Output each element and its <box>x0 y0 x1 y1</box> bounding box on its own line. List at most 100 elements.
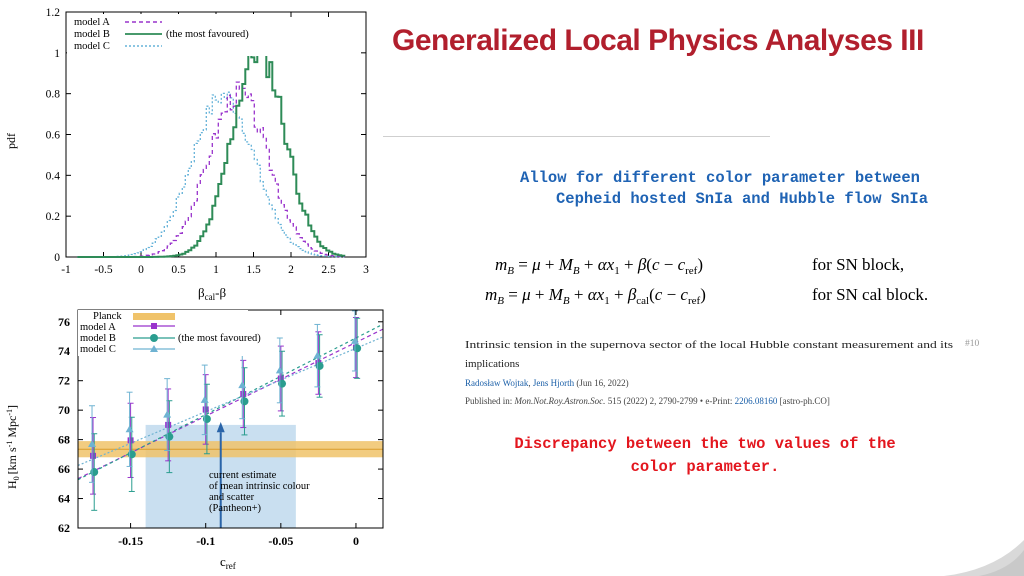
top-x-tick-label: 1.5 <box>246 264 261 276</box>
paper-date: (Jun 16, 2022) <box>576 378 628 388</box>
equation-sn-block: mB = μ + MB + αx1 + β(c − cref) <box>495 255 703 277</box>
allow-line-2: Cepheid hosted SnIa and Hubble flow SnIa <box>555 190 929 208</box>
data-point-model-c <box>200 395 209 403</box>
data-point-model-a <box>277 375 284 382</box>
equations: mB = μ + MB + αx1 + β(c − cref) for SN b… <box>485 255 928 307</box>
equation-sn-cal-block: mB = μ + MB + αx1 + βcal(c − cref) <box>485 285 706 307</box>
equation-sn-cal-block-label: for SN cal block. <box>812 285 928 304</box>
data-point-model-c <box>313 351 322 359</box>
data-point-model-c <box>125 425 134 433</box>
top-y-axis-label: pdf <box>4 133 18 149</box>
title-divider <box>383 136 770 137</box>
bottom-h0-plot: -0.15 -0.1 -0.05 0 62 64 66 68 70 72 74 76 Planck m… <box>5 309 384 571</box>
data-point-model-a <box>202 406 209 413</box>
top-x-tick-label: -0.5 <box>94 264 112 276</box>
top-legend-label-b: model B <box>74 29 110 40</box>
bottom-y-tick-label: 74 <box>58 344 70 358</box>
pantheon-note-line-2: of mean intrinsic colour <box>209 481 310 492</box>
bottom-y-tick-label: 64 <box>58 492 70 506</box>
pantheon-note-line-4: (Pantheon+) <box>209 503 261 514</box>
top-x-tick-label: 1 <box>213 264 219 276</box>
top-y-tick-label: 1 <box>54 48 60 60</box>
top-plot-axes: -1 -0.5 0 0.5 1 1.5 2 2.5 3 0 0.2 0.4 0.6 0.8 1 1.2 <box>46 7 370 276</box>
data-point-model-b <box>202 415 211 423</box>
top-legend-box <box>67 14 275 56</box>
bottom-y-tick-label: 68 <box>58 433 70 447</box>
bottom-legend-marker-b <box>150 334 158 342</box>
data-point-model-b <box>127 450 136 459</box>
data-point-model-c <box>350 336 359 344</box>
allow-line-1: Allow for different color parameter betw… <box>520 169 920 187</box>
top-curve-model-b <box>77 37 346 258</box>
paper-record-number: #10 <box>965 339 980 349</box>
top-pdf-plot: -1 -0.5 0 0.5 1 1.5 2 2.5 3 0 0.2 0.4 0.6 0.8 1 1.2 mod… <box>4 7 370 302</box>
paper-title-line-1[interactable]: Intrinsic tension in the supernova secto… <box>465 339 953 351</box>
top-y-tick-label: 0.8 <box>46 89 61 101</box>
slide-title: Generalized Local Physics Analyses III <box>392 24 924 57</box>
data-point-model-a <box>165 421 172 428</box>
top-x-tick-label: 2.5 <box>321 264 336 276</box>
discrepancy-note: Discrepancy between the two values of th… <box>470 433 940 479</box>
data-point-model-b <box>90 468 99 477</box>
data-point-model-b <box>165 432 174 441</box>
top-legend-annotation: (the most favoured) <box>166 29 249 40</box>
color-parameter-note: Allow for different color parameter betw… <box>470 168 970 210</box>
top-y-tick-label: 0.6 <box>46 130 61 142</box>
data-point-model-c <box>88 440 97 448</box>
bottom-y-tick-label: 72 <box>58 374 70 388</box>
bottom-legend-label-c: model C <box>80 344 116 355</box>
top-y-tick-label: 1.2 <box>46 7 61 19</box>
bottom-x-tick-label: 0 <box>353 534 359 548</box>
top-plot-curves <box>77 37 346 258</box>
bottom-y-tick-label: 70 <box>58 403 70 417</box>
data-point-model-c <box>275 366 284 374</box>
data-point-model-c <box>163 410 172 418</box>
bottom-legend-label-b: model B <box>80 333 116 344</box>
eprint-link[interactable]: 2206.08160 <box>735 396 778 406</box>
top-y-tick-label: 0.4 <box>46 170 61 182</box>
bottom-legend-annotation: (the most favoured) <box>178 333 261 344</box>
data-point-model-b <box>240 397 249 406</box>
top-x-tick-label: 0.5 <box>171 264 186 276</box>
top-curve-model-a <box>77 81 345 258</box>
bottom-legend-marker-a <box>151 323 157 329</box>
top-x-tick-label: -1 <box>61 264 71 276</box>
top-y-tick-label: 0 <box>54 252 60 264</box>
bottom-x-axis-label: cref <box>220 554 236 571</box>
data-point-model-a <box>127 437 134 444</box>
data-point-model-b <box>278 379 287 388</box>
author-link-1[interactable]: Radosław Wojtak <box>465 378 529 388</box>
top-x-tick-label: 2 <box>288 264 294 276</box>
bottom-x-tick-label: -0.1 <box>196 534 215 548</box>
corner-decoration <box>944 540 1024 576</box>
disc-line-1: Discrepancy between the two values of th… <box>514 435 896 453</box>
bottom-y-tick-label: 76 <box>58 315 70 329</box>
bottom-legend-label-planck: Planck <box>93 311 122 322</box>
author-link-2[interactable]: Jens Hjorth <box>533 378 575 388</box>
pantheon-note-line-3: and scatter <box>209 492 255 503</box>
bottom-x-tick-label: -0.05 <box>268 534 293 548</box>
arrow-head <box>216 421 225 433</box>
top-curve-model-c <box>77 91 345 258</box>
disc-line-2: color parameter. <box>630 458 780 476</box>
fit-line-model-c <box>77 336 384 467</box>
bottom-y-tick-label: 62 <box>58 521 70 535</box>
top-y-tick-label: 0.2 <box>46 211 61 223</box>
bottom-x-tick-label: -0.15 <box>118 534 143 548</box>
bottom-legend-label-a: model A <box>80 322 116 333</box>
paper-title-line-2[interactable]: implications <box>465 358 519 370</box>
data-point-model-a <box>240 390 247 397</box>
paper-record: Intrinsic tension in the supernova secto… <box>465 339 980 406</box>
bottom-legend-swatch-planck <box>133 313 175 320</box>
data-point-model-c <box>238 381 247 389</box>
bottom-y-axis-label: H0[km s-1 Mpc-1] <box>5 405 21 489</box>
bottom-legend-marker-c <box>150 345 158 352</box>
top-legend-label-a: model A <box>74 17 110 28</box>
bottom-plot-content: -0.15 -0.1 -0.05 0 62 64 66 68 70 72 74 76 <box>58 309 384 548</box>
data-point-model-b <box>353 344 362 353</box>
top-x-tick-label: 0 <box>138 264 144 276</box>
bottom-y-tick-label: 66 <box>58 462 70 476</box>
paper-publication-info: Published in: Mon.Not.Roy.Astron.Soc. 51… <box>465 396 830 406</box>
paper-authors: Radosław Wojtak, Jens Hjorth (Jun 16, 20… <box>465 378 629 388</box>
data-point-model-a <box>90 452 97 459</box>
